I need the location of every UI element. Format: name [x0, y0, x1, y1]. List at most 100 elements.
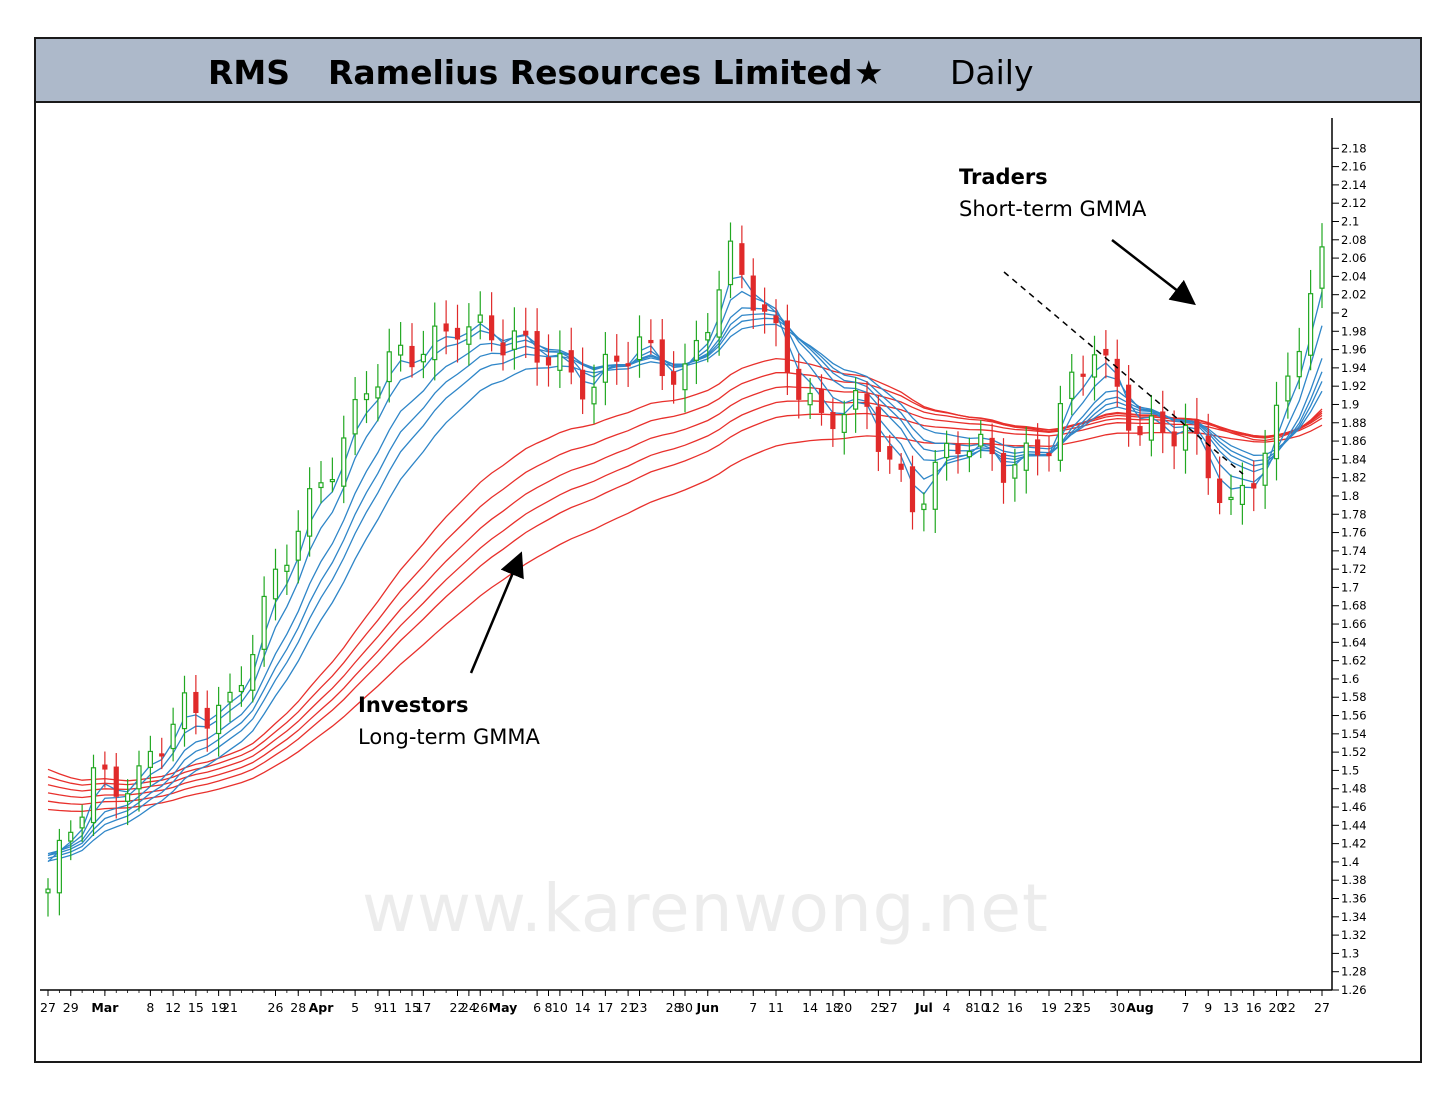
- chart-frame: RMS Ramelius Resources Limited ★ Daily: [34, 37, 1422, 1063]
- y-tick-label: 1.9: [1341, 397, 1359, 411]
- x-tick-label: 22: [1280, 1000, 1296, 1015]
- candle-body: [659, 339, 665, 377]
- candle-body: [284, 564, 290, 572]
- candle-body: [625, 363, 631, 367]
- long-term-ema-45: [47, 400, 1323, 799]
- y-tick-label: 1.76: [1341, 526, 1367, 540]
- dashed-trendline: [1003, 271, 1244, 475]
- candle-body: [705, 331, 711, 341]
- candle-body: [204, 707, 210, 729]
- candle-body: [932, 461, 938, 510]
- x-tick-label: 8: [965, 1000, 973, 1015]
- candle-body: [1080, 373, 1086, 377]
- candle-body: [568, 350, 574, 373]
- x-tick-label: 26: [268, 1000, 284, 1015]
- candle-body: [1103, 348, 1109, 356]
- y-tick-label: 1.38: [1341, 873, 1367, 887]
- y-tick-label: 2.18: [1341, 141, 1367, 155]
- y-tick-label: 2.14: [1341, 178, 1367, 192]
- candle-body: [784, 320, 790, 373]
- candle-body: [1137, 426, 1143, 436]
- investors-annotation: Investors Long-term GMMA: [358, 689, 540, 753]
- traders-title: Traders: [959, 165, 1048, 189]
- candle-body: [909, 466, 916, 513]
- y-tick-label: 1.54: [1341, 727, 1367, 741]
- y-tick-label: 1.36: [1341, 892, 1367, 906]
- y-tick-label: 1.52: [1341, 745, 1367, 759]
- y-tick-label: 1.96: [1341, 343, 1367, 357]
- candle-body: [1160, 411, 1166, 434]
- candle-body: [796, 368, 802, 400]
- candle-body: [1296, 350, 1302, 378]
- x-tick-label: 30: [677, 1000, 693, 1015]
- watermark-text: www.karenwong.net: [362, 870, 1049, 947]
- candle-body: [272, 568, 279, 600]
- candle-body: [580, 369, 586, 400]
- star-icon: ★: [854, 53, 884, 92]
- candle-body: [1308, 293, 1314, 356]
- y-tick-label: 1.5: [1341, 763, 1359, 777]
- x-tick-label: May: [489, 1000, 518, 1015]
- y-tick-label: 2.12: [1341, 196, 1367, 210]
- candle-body: [1091, 354, 1098, 378]
- candle-body: [409, 345, 415, 368]
- candle-body: [1239, 484, 1245, 505]
- long-term-ema-35: [47, 372, 1323, 786]
- y-tick-label: 2.02: [1341, 288, 1367, 302]
- x-tick-label: 12: [165, 1000, 181, 1015]
- candle-body: [45, 888, 51, 894]
- candle-body: [1126, 384, 1132, 431]
- x-tick-label: 10: [973, 1000, 989, 1015]
- axes-group: 2.182.162.142.122.12.082.062.042.0221.98…: [40, 118, 1367, 1015]
- x-tick-label: Jun: [696, 1000, 719, 1015]
- candle-body: [864, 393, 870, 407]
- candle-body: [534, 331, 540, 363]
- candle-body: [1057, 402, 1063, 461]
- candle-body: [853, 389, 859, 410]
- x-tick-label: 8: [545, 1000, 553, 1015]
- candle-body: [602, 353, 608, 383]
- candle-body: [773, 315, 779, 324]
- x-tick-label: Aug: [1126, 1000, 1154, 1015]
- y-tick-label: 2.06: [1341, 251, 1367, 265]
- candle-body: [159, 753, 165, 757]
- candle-body: [125, 793, 131, 802]
- y-tick-label: 2: [1341, 306, 1348, 320]
- y-tick-label: 1.86: [1341, 434, 1367, 448]
- candle-body: [1046, 452, 1052, 457]
- investors-arrow: [469, 551, 524, 674]
- candle-body: [1000, 452, 1007, 483]
- candle-body: [227, 691, 233, 703]
- candle-body: [511, 330, 517, 350]
- candle-body: [1171, 431, 1177, 447]
- candle-body: [944, 442, 950, 459]
- x-tick-label: 14: [575, 1000, 591, 1015]
- candle-body: [1194, 419, 1200, 434]
- candle-body: [693, 339, 699, 361]
- y-tick-label: 1.62: [1341, 654, 1367, 668]
- candle-body: [716, 289, 722, 338]
- long-term-ema-50: [47, 412, 1323, 806]
- x-tick-label: 19: [1041, 1000, 1057, 1015]
- candle-body: [432, 325, 438, 361]
- candle-body: [762, 304, 768, 312]
- candle-body: [1035, 439, 1041, 456]
- company-name: Ramelius Resources Limited: [328, 53, 853, 92]
- y-tick-label: 1.84: [1341, 452, 1367, 466]
- candle-body: [170, 723, 176, 750]
- y-tick-label: 1.46: [1341, 800, 1367, 814]
- timeframe-label: Daily: [950, 53, 1034, 92]
- y-tick-label: 2.1: [1341, 214, 1359, 228]
- y-tick-label: 1.78: [1341, 507, 1367, 521]
- candle-body: [318, 482, 324, 489]
- y-tick-label: 1.4: [1341, 855, 1359, 869]
- candle-body: [671, 371, 677, 385]
- title-bar: RMS Ramelius Resources Limited ★ Daily: [36, 39, 1420, 103]
- x-tick-label: 9: [1204, 1000, 1212, 1015]
- candle-body: [261, 595, 267, 650]
- candle-body: [147, 750, 153, 768]
- x-tick-label: 11: [768, 1000, 784, 1015]
- candle-body: [818, 388, 825, 413]
- traders-subtitle: Short-term GMMA: [959, 197, 1147, 221]
- candle-body: [1148, 415, 1154, 441]
